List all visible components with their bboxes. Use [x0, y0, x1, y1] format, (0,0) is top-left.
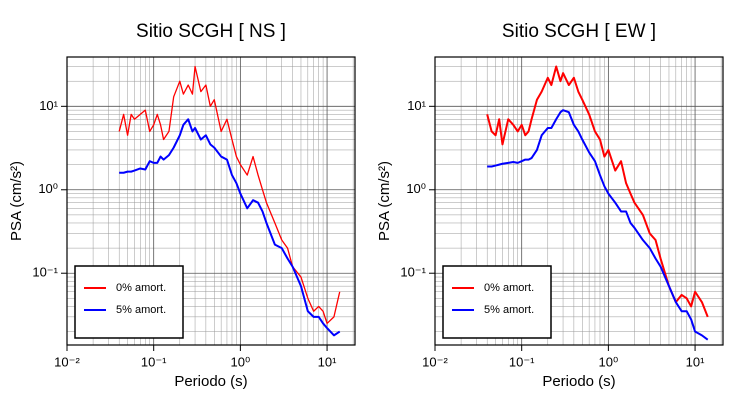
- chart-title: Sitio SCGH [ NS ]: [136, 21, 286, 42]
- x-tick-label: 10⁰: [599, 354, 619, 369]
- plot-frame: [66, 56, 356, 346]
- y-axis-label: PSA (cm/s²): [376, 161, 393, 241]
- x-tick-label: 10⁰: [231, 354, 251, 369]
- legend-label: 5% amort.: [484, 304, 534, 316]
- x-axis-label: Periodo (s): [542, 373, 615, 390]
- legend-label: 0% amort.: [116, 282, 166, 294]
- legend-label: 0% amort.: [484, 282, 534, 294]
- x-tick-label: 10⁻¹: [509, 354, 535, 369]
- chart-panel: 10⁻² 10⁻¹ 10⁰ 10¹ 10⁻¹ 10⁰ 10¹ Sitio SCGH [ EW …: [376, 21, 724, 390]
- legend-label: 5% amort.: [116, 304, 166, 316]
- y-tick-label: 10⁻¹: [400, 265, 426, 280]
- y-tick-label: 10⁰: [406, 181, 426, 196]
- y-tick-label: 10⁰: [38, 181, 58, 196]
- x-tick-label: 10⁻²: [422, 354, 448, 369]
- x-tick-label: 10¹: [686, 354, 705, 369]
- plot-frame: [434, 56, 724, 346]
- series-line: [486, 65, 709, 318]
- x-tick-label: 10¹: [318, 354, 337, 369]
- y-axis-label: PSA (cm/s²): [8, 161, 25, 241]
- x-axis-label: Periodo (s): [174, 373, 247, 390]
- legend-box: [74, 265, 184, 339]
- chart-title: Sitio SCGH [ EW ]: [502, 21, 656, 42]
- x-tick-label: 10⁻¹: [141, 354, 167, 369]
- y-tick-label: 10¹: [39, 98, 58, 113]
- series-line: [487, 109, 709, 341]
- series-line: [118, 65, 341, 325]
- series-line: [119, 118, 341, 337]
- y-tick-label: 10⁻¹: [32, 265, 58, 280]
- legend-box: [442, 265, 552, 339]
- x-tick-label: 10⁻²: [54, 354, 80, 369]
- y-tick-label: 10¹: [407, 98, 426, 113]
- chart-panel: 10⁻² 10⁻¹ 10⁰ 10¹ 10⁻¹ 10⁰ 10¹ Sitio SCGH [ NS …: [8, 21, 356, 390]
